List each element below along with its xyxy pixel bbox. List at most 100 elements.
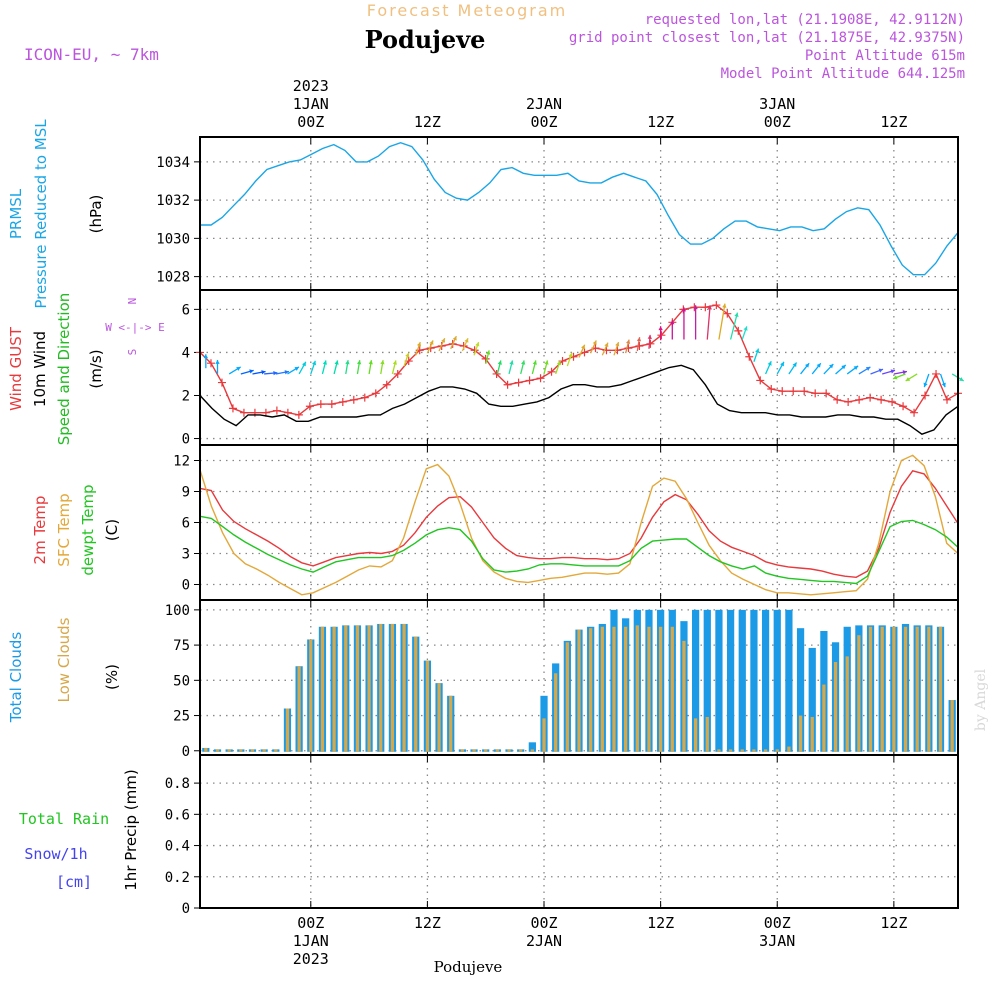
- time-label-bottom: 00Z: [764, 914, 791, 932]
- wind-arrow-head: [532, 360, 537, 365]
- wind-arrow: [625, 339, 631, 354]
- bar-total-cloud: [761, 609, 770, 752]
- wind-arrow: [520, 360, 526, 375]
- bar-low-cloud: [344, 625, 348, 752]
- wind-arrow-head: [670, 320, 675, 325]
- wind-arrow: [321, 360, 328, 375]
- gust-marker: [734, 326, 743, 335]
- series-wind-1: [199, 364, 959, 435]
- time-label-bottom: 2023: [293, 950, 329, 968]
- bar-low-cloud: [787, 746, 791, 752]
- y-tick-label: 25: [173, 709, 190, 725]
- wind-arrow-head: [441, 338, 446, 343]
- time-label-bottom: 12Z: [880, 914, 907, 932]
- wind-arrow-head: [405, 352, 410, 358]
- bar-low-cloud: [437, 683, 441, 752]
- wind-arrow-head: [356, 360, 362, 365]
- wind-arrow: [923, 373, 930, 388]
- panel-wind: 0 2 4 6: [182, 289, 965, 448]
- panel-temperature: 0 3 6 9 12: [173, 444, 959, 601]
- bar-low-cloud: [740, 749, 744, 752]
- bar-low-cloud: [682, 640, 686, 752]
- ylabel-2m-temp: 2m Temp: [31, 496, 49, 565]
- ylabel-sfc-temp: SFC Temp: [55, 493, 73, 566]
- gust-marker: [921, 391, 930, 400]
- wind-arrow-head: [284, 370, 289, 375]
- gust-marker: [888, 397, 897, 406]
- gust-marker: [217, 378, 226, 387]
- wind-arrow: [287, 366, 300, 375]
- bar-low-cloud: [589, 628, 593, 752]
- gust-marker: [525, 376, 534, 385]
- bar-low-cloud: [845, 656, 849, 752]
- wind-arrow: [203, 354, 208, 369]
- y-tick-label: 75: [173, 638, 190, 654]
- wind-arrow: [391, 360, 397, 375]
- bar-low-cloud: [297, 666, 301, 752]
- wind-arrow: [776, 361, 785, 375]
- wind-arrow-head: [544, 360, 549, 365]
- wind-arrow: [543, 360, 549, 375]
- wind-arrow-head: [722, 303, 727, 308]
- y-tick-label: 0.2: [165, 870, 190, 886]
- gust-marker: [635, 341, 644, 350]
- wind-arrow: [228, 366, 242, 375]
- gust-marker: [360, 393, 369, 402]
- wind-arrow-head: [841, 364, 846, 370]
- wind-arrow: [333, 360, 339, 375]
- gust-marker: [316, 400, 325, 409]
- wind-arrow-head: [475, 342, 480, 347]
- ylabel-speed-dir: Speed and Direction: [55, 293, 73, 446]
- y-tick-label: 0: [182, 901, 190, 917]
- bar-low-cloud: [320, 626, 325, 752]
- series-temperature-2: [199, 515, 959, 585]
- wind-arrow-head: [902, 370, 907, 375]
- y-tick-label: 50: [173, 673, 190, 689]
- wind-arrow: [215, 359, 220, 374]
- wind-arrow: [601, 342, 609, 356]
- ylabel-10m-wind: 10m Wind: [31, 331, 49, 407]
- bar-low-cloud: [332, 626, 336, 752]
- time-label-bottom: 00Z: [530, 914, 557, 932]
- wind-arrow: [905, 373, 918, 382]
- bar-low-cloud: [542, 718, 546, 752]
- gust-marker: [547, 367, 556, 376]
- bar-low-cloud: [938, 626, 943, 752]
- y-tick-label: 0.4: [165, 839, 190, 855]
- gust-marker: [481, 354, 490, 363]
- bar-low-cloud: [484, 749, 488, 752]
- gust-marker: [349, 395, 358, 404]
- bar-low-cloud: [612, 626, 616, 752]
- bar-low-cloud: [565, 642, 569, 752]
- bar-low-cloud: [250, 749, 255, 752]
- wind-arrow-head: [556, 360, 561, 366]
- gust-marker: [613, 346, 622, 355]
- bar-total-cloud: [808, 647, 816, 752]
- wind-arrow-head: [658, 326, 663, 331]
- wind-arrow-head: [486, 350, 491, 355]
- time-label-top: 3JAN: [759, 95, 795, 113]
- wind-arrow: [555, 360, 561, 375]
- bar-total-cloud: [692, 609, 700, 752]
- gust-marker: [701, 303, 710, 312]
- wind-arrow-head: [647, 334, 652, 339]
- gust-marker: [294, 410, 303, 419]
- wind-arrow-head: [893, 375, 898, 380]
- ylabel-dewpt: dewpt Temp: [79, 484, 97, 575]
- bar-total-cloud: [738, 609, 746, 752]
- bar-low-cloud: [530, 749, 534, 752]
- wind-arrow-head: [203, 354, 208, 359]
- ylabel-precip: 1hr Precip (mm): [122, 769, 140, 890]
- wind-arrow-head: [780, 361, 784, 367]
- wind-arrow-head: [322, 360, 328, 365]
- wind-arrow-head: [767, 361, 772, 366]
- point-altitude: Point Altitude 615m: [805, 48, 965, 64]
- y-tick-label: 12: [173, 454, 190, 470]
- requested-coords: requested lon,lat (21.1908E, 42.9112N): [645, 12, 965, 28]
- bar-low-cloud: [379, 623, 383, 752]
- wind-arrow: [590, 340, 597, 354]
- wind-arrow-head: [941, 382, 946, 388]
- bar-total-cloud: [750, 609, 758, 752]
- wind-arrow-head: [392, 360, 397, 365]
